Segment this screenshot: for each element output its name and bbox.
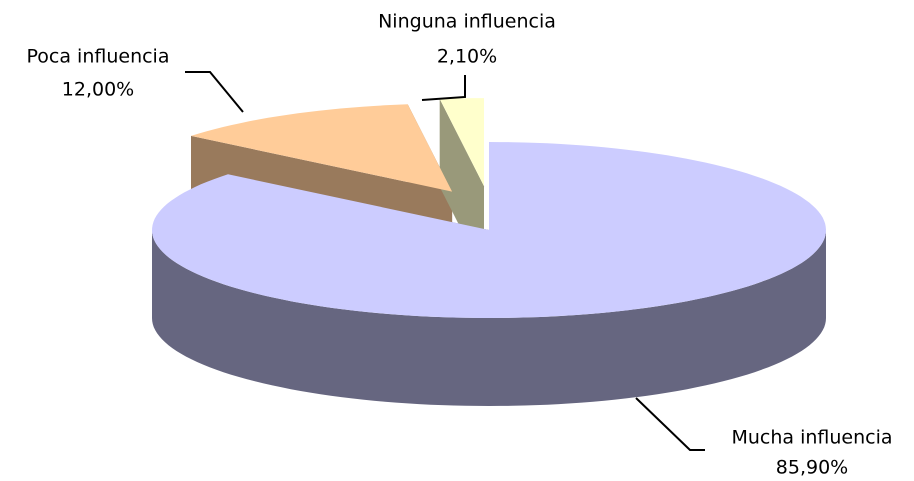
- category-label: Ninguna influencia: [378, 11, 556, 33]
- category-label: Poca influencia: [27, 46, 170, 68]
- slice: [191, 104, 453, 192]
- category-label: Mucha influencia: [731, 427, 892, 449]
- leader-line: [421, 75, 466, 101]
- slice: [152, 142, 826, 318]
- slice: [439, 98, 484, 187]
- leader-line: [635, 397, 705, 451]
- leader-line: [185, 71, 244, 113]
- slice-tops: [152, 98, 826, 318]
- value-label: 12,00%: [62, 79, 134, 101]
- value-label: 85,90%: [776, 457, 848, 479]
- value-label: 2,10%: [437, 46, 497, 68]
